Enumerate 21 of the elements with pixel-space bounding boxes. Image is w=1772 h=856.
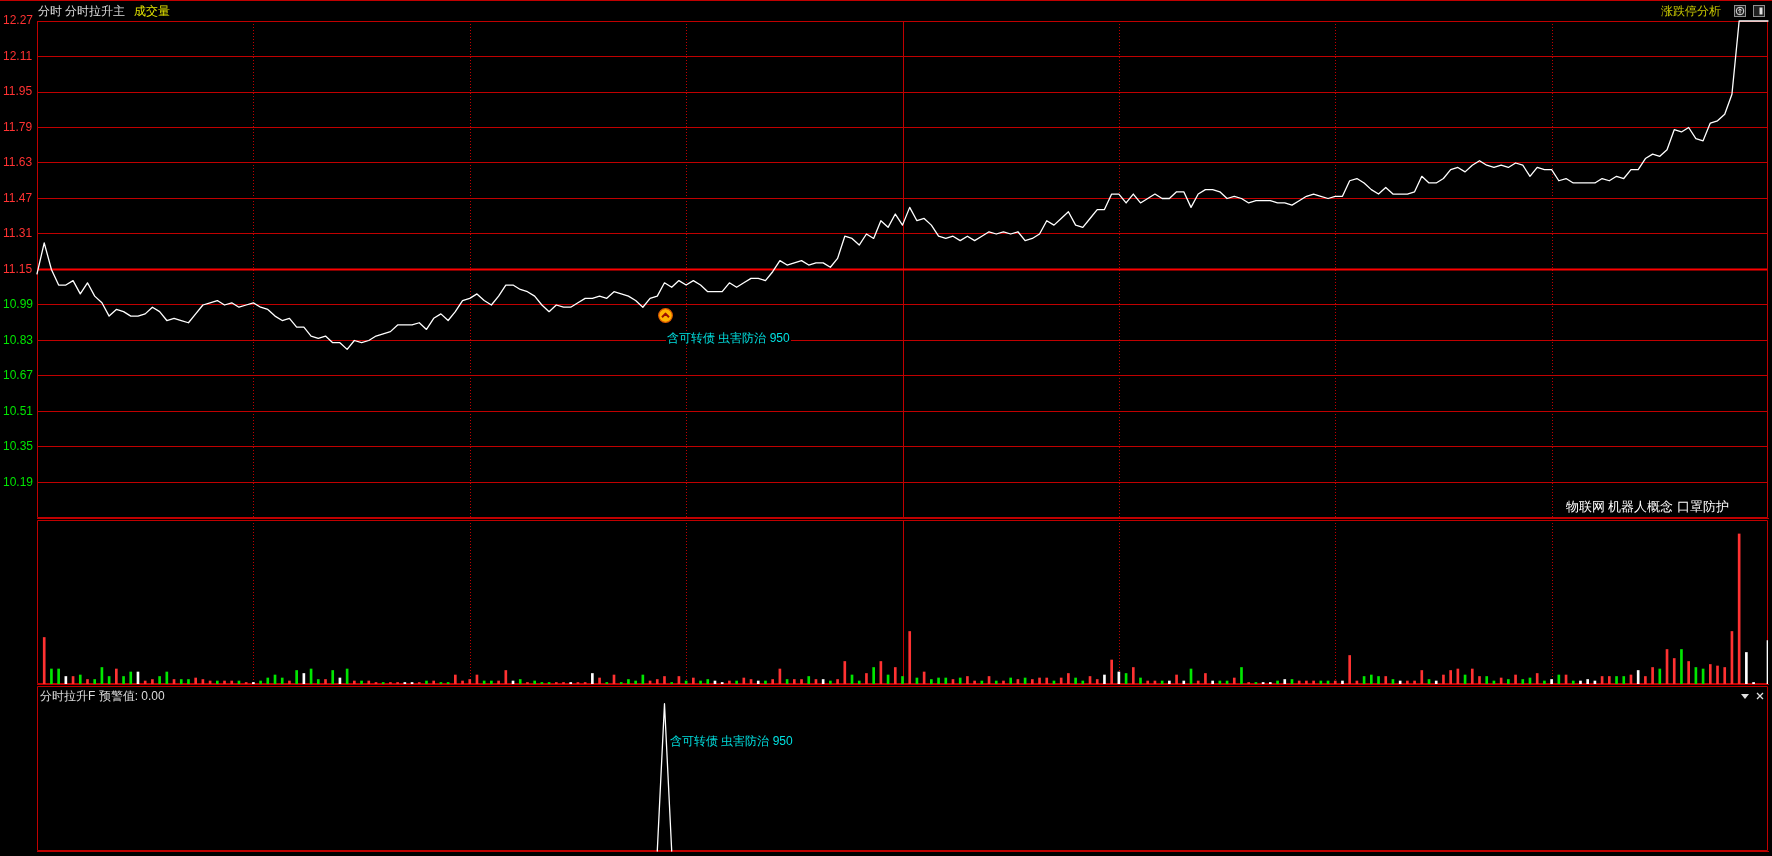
y-tick-label: 12.11 [3,48,33,63]
y-tick-label: 10.35 [3,439,34,454]
chart-title: 分时 分时拉升主 [38,4,126,18]
y-tick-label: 11.31 [3,226,33,241]
y-tick-label: 12.27 [3,13,34,28]
chart-subtitle: 成交量 [134,4,170,18]
y-tick-label: 10.99 [3,297,34,312]
y-tick-label: 10.83 [3,332,34,347]
y-tick-label: 10.19 [3,474,34,489]
annotation: 含可转债 虫害防治 950 [670,734,793,748]
y-tick-label: 11.63 [3,155,33,170]
y-tick-label: 11.79 [3,119,33,134]
annotation: 物联网 机器人概念 口罩防护 [1564,499,1730,514]
y-tick-label: 11.47 [3,190,33,205]
y-tick-label: 10.51 [3,403,34,418]
y-tick-label: 11.95 [3,84,33,99]
y-tick-label: 11.15 [3,261,33,276]
chart-title: 分时拉升F 预警值: 0.00 [40,689,165,703]
annotation: 含可转债 虫害防治 950 [666,331,791,345]
y-tick-label: 10.67 [3,368,34,383]
text: 涨跌停分析 [1661,4,1721,18]
